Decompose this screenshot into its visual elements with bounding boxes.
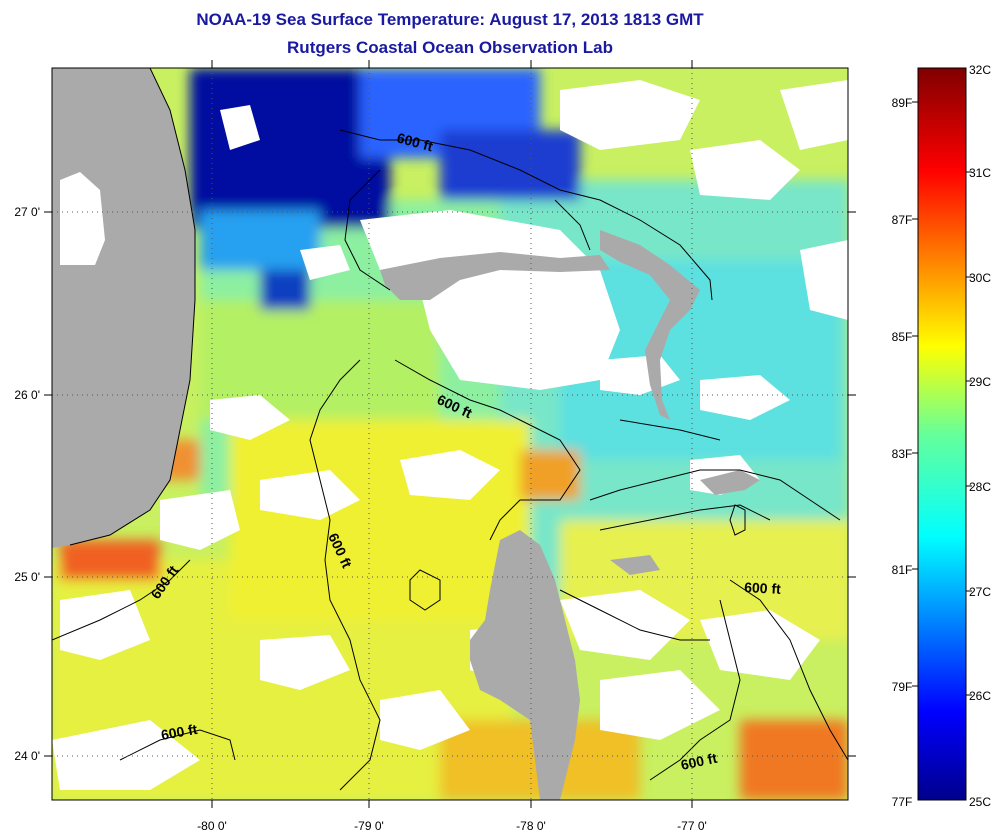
- fahrenheit-label: 77F: [892, 795, 913, 809]
- celsius-label: 31C: [969, 166, 991, 180]
- lat-tick-label: 24 0': [14, 749, 40, 763]
- lon-tick-label: -78 0': [516, 819, 546, 833]
- contour-label: 600 ft: [679, 750, 718, 773]
- celsius-label: 30C: [969, 271, 991, 285]
- fahrenheit-label: 87F: [892, 213, 913, 227]
- fahrenheit-label: 81F: [892, 563, 913, 577]
- fahrenheit-label: 89F: [892, 96, 913, 110]
- celsius-label: 25C: [969, 795, 991, 809]
- lon-tick-label: -80 0': [197, 819, 227, 833]
- celsius-label: 28C: [969, 480, 991, 494]
- celsius-label: 29C: [969, 375, 991, 389]
- lat-tick-label: 27 0': [14, 205, 40, 219]
- celsius-label: 27C: [969, 585, 991, 599]
- lon-tick-label: -79 0': [354, 819, 384, 833]
- lon-tick-label: -77 0': [677, 819, 707, 833]
- temperature-field: 600 ft 600 ft 600 ft 600 ft 600 ft 600 f…: [52, 68, 848, 800]
- celsius-label: 26C: [969, 689, 991, 703]
- map-frame: [51, 67, 849, 801]
- fahrenheit-label: 79F: [892, 680, 913, 694]
- fahrenheit-label: 85F: [892, 330, 913, 344]
- colorbar-gradient: [917, 67, 967, 801]
- contour-label: 600 ft: [744, 579, 782, 597]
- fahrenheit-label: 83F: [892, 447, 913, 461]
- map-title: NOAA-19 Sea Surface Temperature: August …: [196, 10, 704, 29]
- colorbar: 32C 31C 30C 29C 28C 27C 26C 25C 89F 87F …: [892, 63, 992, 809]
- celsius-label: 32C: [969, 63, 991, 77]
- contour-label: 600 ft: [160, 721, 199, 743]
- lat-tick-label: 26 0': [14, 388, 40, 402]
- map-subtitle: Rutgers Coastal Ocean Observation Lab: [287, 38, 613, 57]
- lat-tick-label: 25 0': [14, 570, 40, 584]
